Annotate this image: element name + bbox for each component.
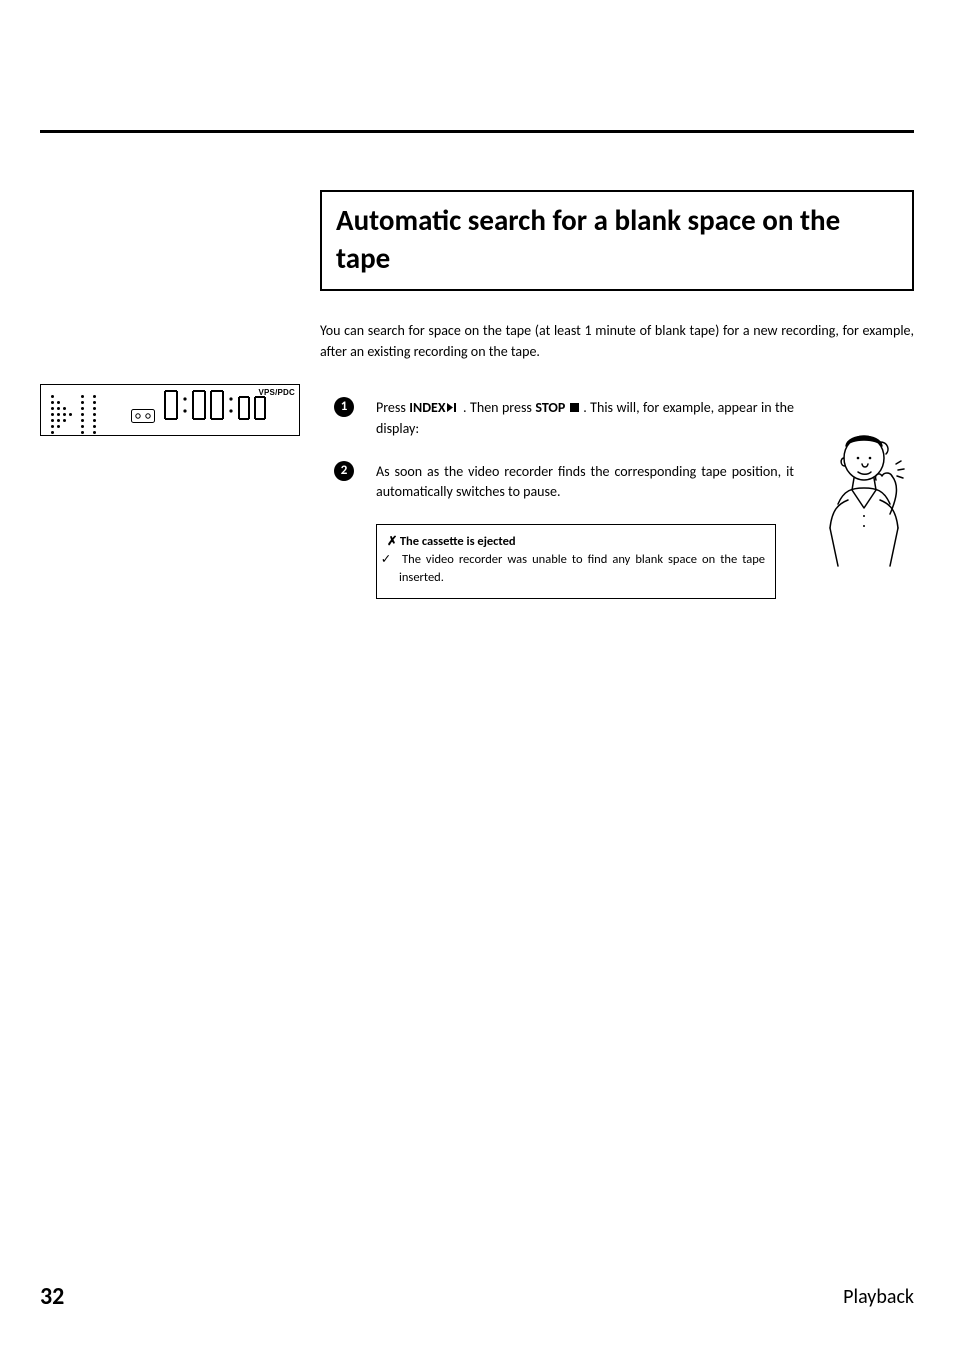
section-title: Automatic search for a blank space on th… <box>336 202 898 277</box>
cross-icon: ✗ <box>387 533 397 551</box>
section-title-box: Automatic search for a blank space on th… <box>320 190 914 291</box>
stop-icon <box>569 399 580 419</box>
section-footer-label: Playback <box>843 1285 914 1309</box>
note-title-text: The cassette is ejected <box>400 534 516 549</box>
note-body-text: The video recorder was unable to find an… <box>399 552 765 585</box>
stop-button-label: STOP <box>535 399 565 416</box>
lcd-dot-matrix <box>47 391 107 431</box>
page-number: 32 <box>40 1282 64 1311</box>
intro-paragraph: You can search for space on the tape (at… <box>320 321 914 362</box>
check-icon: ✓ <box>387 551 397 569</box>
step-number: 1 <box>334 397 354 417</box>
cassette-icon <box>131 409 155 428</box>
lcd-display: VPS/PDC <box>40 384 300 436</box>
next-track-icon <box>446 399 460 419</box>
step-number: 2 <box>334 461 354 481</box>
index-button-label: INDEX <box>409 399 445 416</box>
lcd-time-display <box>163 387 293 433</box>
troubleshoot-note: ✗ The cassette is ejected ✓ The video re… <box>376 524 776 598</box>
top-rule <box>40 130 914 133</box>
thinking-person-illustration <box>818 428 910 568</box>
